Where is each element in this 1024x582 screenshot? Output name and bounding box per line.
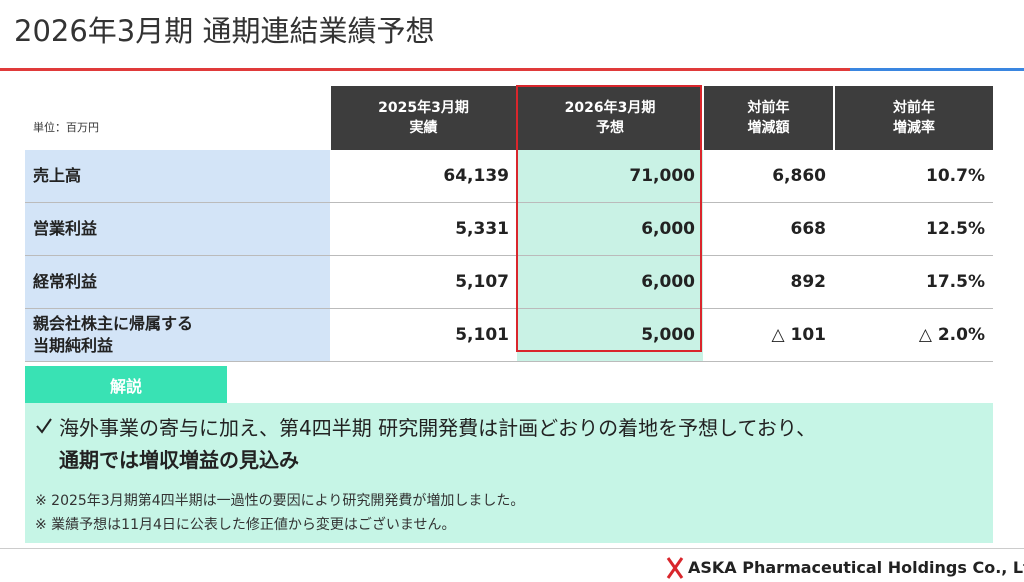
company-name: ASKA Pharmaceutical Holdings Co., Ltd. (688, 558, 1024, 577)
cell: 5,107 (330, 255, 517, 309)
text: 増減額 (747, 120, 790, 136)
cell: 5,331 (330, 202, 517, 256)
cell: △ 2.0% (834, 308, 993, 362)
rule (0, 548, 1024, 549)
rule (0, 68, 850, 71)
cell: 12.5% (834, 202, 993, 256)
column-header: 対前年 増減額 (702, 86, 834, 150)
cell: 64,139 (330, 150, 517, 203)
text: 実績 (409, 120, 438, 136)
cell: 71,000 (517, 150, 703, 203)
text: 2026年3月期 (564, 100, 656, 116)
row-label: 親会社株主に帰属する 当期純利益 (25, 308, 330, 362)
cell: 6,000 (517, 202, 703, 256)
cell: 5,000 (517, 308, 703, 362)
cell: 6,000 (517, 255, 703, 309)
text: 増減率 (893, 120, 935, 136)
text: 営業利益 (33, 219, 98, 238)
cell: 5,101 (330, 308, 517, 362)
text: 予想 (596, 120, 624, 136)
table-row: 経常利益 5,107 6,000 892 17.5% (25, 255, 993, 309)
tab: 解説 (25, 366, 227, 403)
cell: 668 (703, 202, 834, 256)
text: 当期純利益 (33, 336, 114, 355)
text: 売上高 (33, 166, 82, 185)
note: ※ 2025年3月期第4四半期は一過性の要因により研究開発費が増加しました。 (35, 493, 525, 509)
cell: 17.5% (834, 255, 993, 309)
column-header: 対前年 増減率 (833, 86, 993, 150)
text: 対前年 (747, 100, 790, 116)
title: 2026年3月期 通期連結業績予想 (14, 14, 435, 48)
text: 親会社株主に帰属する (33, 314, 194, 333)
row-label: 経常利益 (25, 255, 330, 309)
logo-mark (666, 557, 684, 579)
text: 経常利益 (33, 272, 98, 291)
commentary-box: 海外事業の寄与に加え、第4四半期 研究開発費は計画どおりの着地を予想しており、 … (25, 403, 993, 543)
table: 単位：百万円 2025年3月期 実績 2026年3月期 予想 対前年増減額 対前年増… (25, 86, 993, 362)
text: 2025年3月期 (378, 100, 469, 116)
column-header: 2025年3月期 実績 (329, 86, 517, 150)
table-row: 売上高 64,139 71,000 6,860 10.7% (25, 150, 993, 203)
cell: 6,860 (703, 150, 834, 203)
check-icon (36, 418, 52, 434)
cell: 892 (703, 255, 834, 309)
table-row: 親会社株主に帰属する 当期純利益 5,101 5,000 △ 101 △ 2.0% (25, 308, 993, 362)
text: 対前年 (893, 100, 935, 116)
rule (850, 68, 1024, 71)
point: 海外事業の寄与に加え、第4四半期 研究開発費は計画どおりの着地を予想しており、 (59, 416, 817, 440)
table-row: 営業利益 5,331 6,000 668 12.5% (25, 202, 993, 256)
row-label: 営業利益 (25, 202, 330, 256)
note: ※ 業績予想は11月4日に公表した修正値から変更はございません。 (35, 517, 456, 533)
point: 通期では増収増益の見込み (59, 448, 299, 472)
cell: 10.7% (834, 150, 993, 203)
row-label: 売上高 (25, 150, 330, 203)
column-header: 2026年3月期 予想 (516, 86, 703, 150)
cell: △ 101 (703, 308, 834, 362)
unit-label: 単位：百万円 (25, 86, 330, 150)
